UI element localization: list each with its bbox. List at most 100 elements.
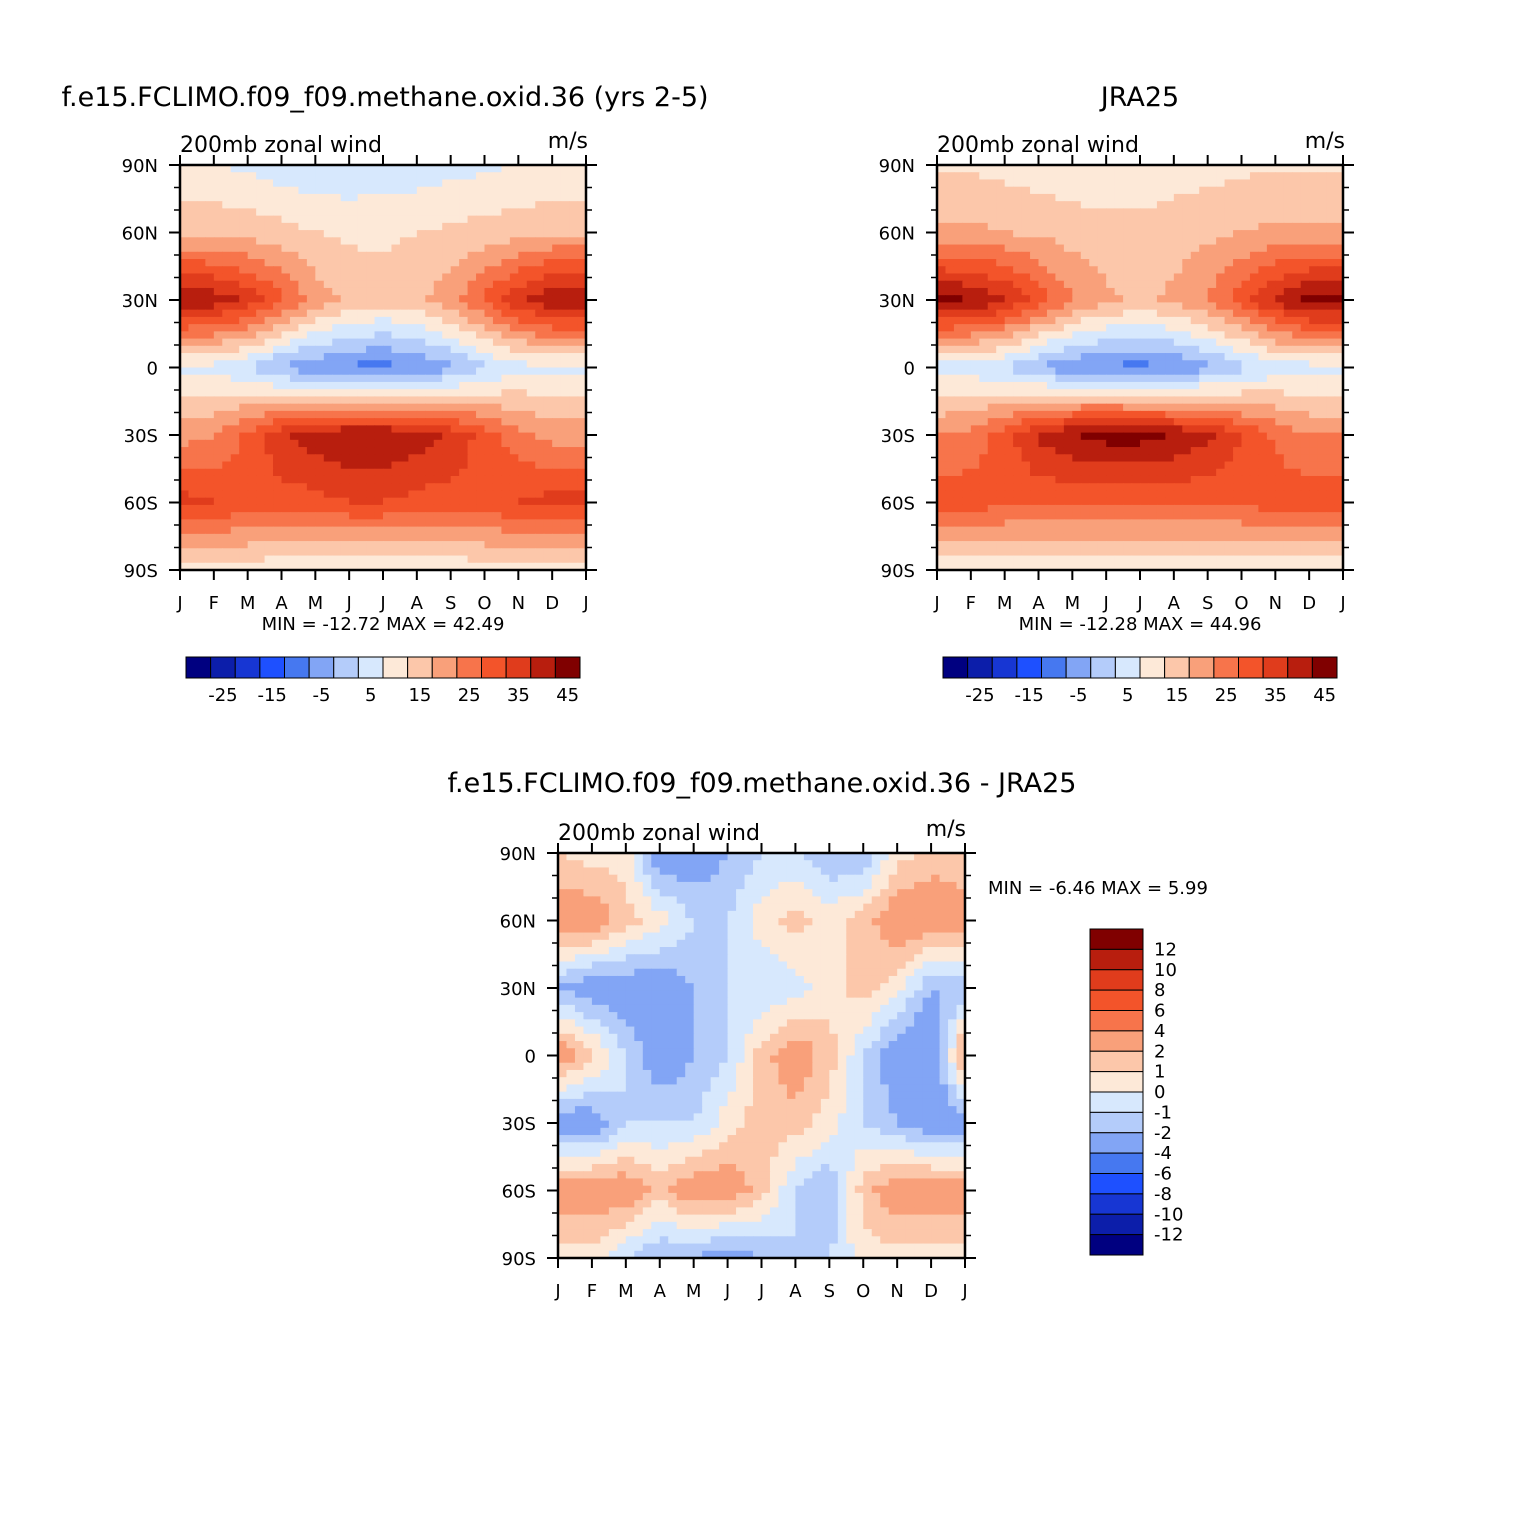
contour-cell	[1334, 237, 1344, 246]
contour-cell	[1233, 432, 1243, 441]
contour-cell	[1072, 302, 1082, 311]
contour-cell	[273, 519, 283, 528]
contour-cell	[273, 389, 283, 398]
contour-cell	[1300, 273, 1310, 282]
contour-cell	[357, 447, 367, 455]
contour-cell	[323, 526, 333, 535]
contour-cell	[213, 432, 223, 441]
contour-cell	[213, 447, 223, 455]
contour-cell	[1241, 259, 1251, 267]
contour-cell	[1021, 338, 1031, 347]
contour-cell	[205, 396, 215, 405]
contour-cell	[332, 533, 342, 542]
contour-cell	[442, 215, 452, 224]
contour-cell	[349, 541, 359, 549]
contour-cell	[1300, 316, 1310, 325]
contour-cell	[230, 432, 240, 441]
contour-cell	[518, 345, 528, 354]
contour-cell	[476, 186, 486, 195]
contour-cell	[492, 208, 503, 217]
contour-cell	[230, 302, 240, 311]
contour-cell	[298, 526, 308, 535]
contour-cell	[264, 230, 274, 238]
contour-cell	[492, 454, 503, 463]
contour-cell	[383, 389, 393, 398]
contour-cell	[1173, 439, 1183, 448]
contour-cell	[509, 418, 519, 426]
contour-cell	[1156, 374, 1166, 383]
contour-cell	[467, 403, 477, 412]
contour-cell	[332, 201, 342, 209]
contour-cell	[577, 287, 587, 296]
contour-cell	[1249, 468, 1260, 477]
contour-cell	[323, 418, 333, 426]
contour-cell	[188, 266, 198, 275]
contour-cell	[1249, 360, 1260, 369]
contour-cell	[970, 266, 980, 275]
contour-cell	[442, 338, 452, 347]
contour-cell	[1089, 396, 1099, 405]
contour-cell	[433, 266, 443, 275]
contour-cell	[1089, 302, 1099, 311]
contour-cell	[281, 418, 291, 426]
contour-cell	[543, 475, 553, 484]
contour-cell	[256, 504, 266, 513]
contour-cell	[247, 410, 257, 419]
contour-cell	[1165, 230, 1175, 238]
contour-cell	[1182, 454, 1192, 463]
contour-cell	[518, 309, 528, 318]
contour-cell	[1148, 432, 1158, 441]
contour-cell	[281, 244, 291, 253]
contour-cell	[1089, 381, 1099, 390]
contour-cell	[1190, 483, 1200, 492]
contour-cell	[1207, 374, 1217, 383]
contour-cell	[433, 222, 443, 231]
contour-cell	[1292, 302, 1302, 311]
contour-cell	[526, 230, 536, 238]
contour-cell	[569, 475, 579, 484]
contour-cell	[459, 461, 469, 470]
contour-cell	[230, 309, 240, 318]
contour-cell	[1038, 324, 1048, 332]
contour-cell	[408, 251, 418, 260]
contour-cell	[1182, 374, 1192, 383]
contour-cell	[340, 475, 350, 484]
contour-cell	[349, 389, 359, 398]
contour-cell	[1233, 186, 1243, 195]
contour-cell	[996, 439, 1006, 448]
contour-cell	[1190, 389, 1200, 398]
contour-cell	[1241, 403, 1251, 412]
contour-cell	[399, 244, 409, 253]
contour-cell	[450, 244, 460, 253]
contour-cell	[408, 302, 418, 311]
contour-cell	[1004, 439, 1014, 448]
contour-cell	[391, 512, 401, 520]
contour-cell	[987, 208, 997, 217]
contour-cell	[1114, 367, 1124, 376]
contour-cell	[1258, 273, 1268, 282]
contour-cell	[256, 302, 266, 311]
contour-cell	[247, 454, 257, 463]
contour-cell	[349, 519, 359, 528]
contour-cell	[1004, 418, 1014, 426]
contour-cell	[1266, 432, 1276, 441]
contour-cell	[1046, 418, 1057, 426]
contour-cell	[247, 353, 257, 361]
contour-cell	[340, 230, 350, 238]
contour-cell	[433, 454, 443, 463]
contour-cell	[213, 215, 223, 224]
contour-cell	[1207, 287, 1217, 296]
contour-cell	[383, 222, 393, 231]
contour-cell	[1173, 316, 1183, 325]
contour-cell	[509, 186, 519, 195]
contour-cell	[970, 475, 980, 484]
contour-cell	[264, 324, 274, 332]
contour-cell	[1156, 295, 1166, 304]
contour-cell	[1207, 360, 1217, 369]
contour-cell	[205, 447, 215, 455]
contour-cell	[180, 345, 190, 354]
contour-cell	[1080, 208, 1090, 217]
contour-cell	[577, 396, 587, 405]
contour-cell	[340, 533, 350, 542]
contour-cell	[1190, 208, 1200, 217]
